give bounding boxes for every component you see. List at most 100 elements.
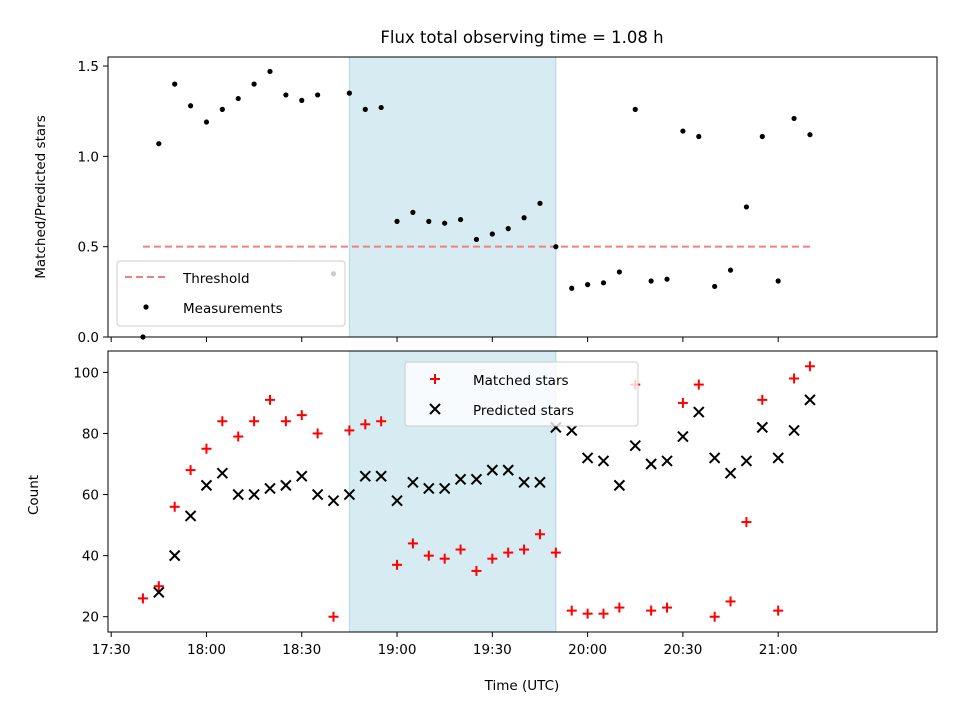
measurement-point: [489, 231, 495, 237]
measurement-point: [299, 97, 305, 103]
matched-star-point: [360, 419, 371, 430]
matched-star-point: [249, 416, 260, 427]
y-tick-label: 0.0: [78, 330, 99, 346]
predicted-star-point: [216, 467, 229, 479]
y-tick-label: 80: [82, 426, 99, 442]
matched-star-point: [233, 431, 244, 442]
predicted-star-point: [264, 482, 276, 495]
measurements-points: [140, 68, 813, 340]
predicted-star-point: [407, 476, 419, 489]
measurement-point: [696, 133, 702, 140]
predicted-star-point: [772, 452, 784, 464]
matched-star-point: [312, 428, 323, 439]
y-tick-label: 1.0: [78, 149, 99, 165]
matched-star-point: [725, 596, 736, 607]
matched-star-point: [566, 605, 577, 616]
x-tick-label: 20:30: [663, 642, 702, 658]
predicted-star-point: [232, 488, 244, 501]
measurement-point: [537, 200, 543, 206]
predicted-star-point: [724, 467, 737, 479]
predicted-star-point: [534, 476, 546, 489]
measurement-point: [569, 285, 575, 291]
y-tick-label: 0.5: [78, 240, 99, 256]
predicted-star-point: [756, 421, 769, 434]
matched-star-point: [423, 550, 434, 561]
measurement-point: [664, 276, 670, 282]
predicted-star-point: [566, 424, 578, 437]
matched-star-point: [677, 397, 688, 408]
predicted-star-point: [280, 479, 292, 492]
matched-star-point: [392, 559, 403, 570]
predicted-star-point: [613, 479, 626, 492]
predicted-star-point: [311, 488, 324, 501]
top-panel: 0.0 0.5 1.0 1.5 Matched/Predicted stars Thr…: [33, 56, 938, 346]
measurement-point: [743, 204, 750, 210]
y-tick-label: 60: [82, 488, 99, 504]
matched-star-point: [646, 605, 657, 616]
x-tick-label: 17:30: [92, 642, 131, 658]
bottom-y-ticks: 20 40 60 80 100: [73, 365, 108, 626]
predicted-star-point: [296, 470, 308, 482]
matched-star-point: [296, 410, 307, 421]
predicted-star-point: [438, 482, 451, 495]
predicted-star-point: [327, 494, 340, 507]
bottom-axes-frame: [107, 350, 938, 633]
matched-legend-label: Matched stars: [473, 373, 569, 389]
measurements-legend-label: Measurements: [183, 301, 283, 317]
predicted-star-point: [677, 430, 689, 443]
matched-star-point: [328, 611, 339, 622]
x-tick-label: 18:30: [282, 642, 321, 658]
measurement-point: [187, 103, 194, 109]
bottom-legend-box: [404, 361, 639, 427]
top-legend-box: [116, 260, 346, 327]
predicted-star-point: [248, 488, 260, 501]
matched-star-point: [487, 553, 498, 564]
predicted-star-point: [502, 464, 514, 476]
measurement-point: [219, 106, 225, 112]
predicted-star-point: [168, 549, 181, 562]
measurement-point: [378, 104, 384, 111]
predicted-star-point: [454, 473, 467, 485]
predicted-star-point: [661, 455, 673, 467]
matched-star-point: [201, 443, 212, 454]
matched-star-point: [280, 416, 291, 427]
measurement-point: [410, 209, 416, 215]
measurement-point: [473, 236, 480, 243]
y-tick-label: 1.5: [78, 59, 99, 75]
measurement-point: [791, 115, 797, 122]
measurement-point: [632, 106, 638, 112]
y-tick-label: 20: [82, 610, 99, 626]
predicted-stars-points: [153, 394, 816, 599]
matched-star-point: [789, 373, 800, 384]
matched-star-point: [741, 517, 752, 528]
matched-star-point: [550, 547, 561, 558]
bottom-x-ticks: 17:30 18:00 18:30 19:00 19:30 20:00 20:30 21:00: [92, 632, 798, 658]
matched-star-point: [503, 547, 514, 558]
predicted-star-point: [693, 406, 705, 418]
measurement-point: [680, 128, 686, 134]
measurements-legend-marker: [143, 304, 149, 310]
matched-star-point: [455, 544, 466, 555]
matched-star-point: [757, 394, 768, 405]
matched-star-point: [534, 529, 545, 540]
measurement-point: [759, 133, 765, 140]
matched-star-point: [137, 593, 148, 604]
y-tick-label: 100: [73, 365, 99, 381]
matched-star-point: [264, 394, 275, 405]
matched-star-point: [439, 553, 450, 564]
predicted-star-point: [645, 458, 657, 470]
predicted-star-point: [518, 476, 530, 489]
matched-star-point: [217, 416, 228, 427]
predicted-star-point: [359, 470, 371, 482]
bottom-legend: Matched stars Predicted stars: [404, 361, 639, 427]
predicted-star-point: [391, 494, 403, 507]
measurement-point: [600, 280, 607, 286]
top-y-ticks: 0.0 0.5 1.0 1.5: [78, 59, 108, 346]
matched-star-point: [407, 538, 418, 549]
predicted-star-point: [804, 394, 816, 406]
x-tick-label: 19:00: [378, 642, 417, 658]
predicted-star-point: [486, 464, 499, 476]
top-axes-frame: [107, 56, 938, 338]
measurement-point: [251, 81, 257, 87]
